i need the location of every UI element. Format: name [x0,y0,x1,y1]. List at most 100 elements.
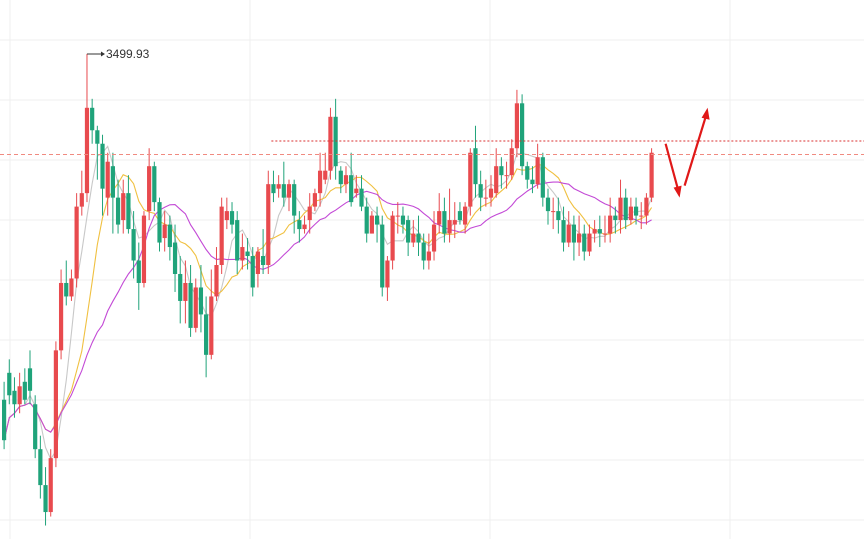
candle-body [628,206,633,221]
candle-body [95,130,100,144]
annotations: 3499.93 [86,47,710,198]
candle-body [354,188,359,194]
candle-body [582,233,587,252]
ma-mid-line [3,163,653,441]
candle-body [141,215,147,283]
candle-body [261,256,266,266]
candle-body [121,193,126,221]
candle-body [100,143,105,189]
candle-body [608,215,613,234]
candle-body [426,251,431,261]
candle-body [618,197,623,221]
candle-body [457,211,463,221]
candle-body [235,220,240,261]
candle-body [587,233,592,252]
candle-body [463,206,468,225]
candle-body [43,485,48,513]
high-price-label: 3499.93 [106,47,150,61]
candle-body [297,220,302,230]
candle-body [2,399,7,441]
projection-down-arrow-line [664,143,680,192]
candle-body [162,224,167,239]
candle-body [281,184,286,198]
candle-body [276,184,281,189]
candle-body [204,314,209,355]
candle-body [359,188,364,207]
candle-body [271,184,276,194]
candle-body [126,193,131,230]
candle-body [400,215,406,225]
candle-body [245,251,250,257]
candle-body [499,166,504,176]
candle-body [250,256,255,288]
candle-body [110,166,115,198]
candle-body [307,206,312,221]
candle-body [219,206,224,266]
candle-body [193,287,198,328]
candle-body [649,152,654,198]
candle-body [27,368,33,391]
candle-body [380,224,385,288]
candle-body [556,211,561,221]
candle-body [623,197,628,221]
moving-average-lines [3,145,653,461]
candle-body [514,103,520,149]
candle-body [530,179,535,185]
candle-body [33,404,38,450]
candle-body [613,215,618,221]
candle-body [385,260,390,288]
candle-body [58,282,64,351]
candle-body [592,229,597,234]
candle-body [317,170,323,194]
candle-body [38,449,43,486]
candle-body [312,193,317,207]
projection-up-arrow-head [701,107,710,120]
candle-body [79,193,84,207]
candle-body [183,282,188,301]
candle-body [209,296,214,355]
candle-body [64,282,69,297]
candle-body [597,229,602,234]
candle-body [240,247,245,261]
candle-body [172,242,178,274]
ma-slow-line [3,181,652,441]
candle-body [525,166,530,180]
candle-body [374,215,380,225]
candle-body [411,233,416,243]
candle-body [157,202,162,243]
candle-body [566,224,571,243]
candle-body [468,152,473,207]
candle-body [229,211,235,225]
candle-body [545,197,551,212]
price-levels [0,140,864,156]
candle-body [22,381,27,400]
candle-body [520,103,525,167]
candle-body [349,175,354,203]
candle-body [131,229,136,261]
candle-body [478,184,483,198]
candle-body [7,372,12,396]
candle-body [224,211,229,221]
candle-body [576,233,582,243]
candle-body [416,233,421,243]
candle-body [255,251,261,274]
candle-body [395,215,400,217]
candlestick-series [2,53,654,526]
candle-body [421,242,426,261]
candle-body [105,161,110,198]
candle-body [369,215,374,234]
candle-body [473,148,478,185]
candle-body [338,170,343,185]
candle-body [644,197,649,216]
candle-body [639,215,644,217]
candle-body [540,157,545,198]
candle-body [571,224,576,243]
candle-body [442,211,447,234]
candle-body [188,282,193,328]
candle-body [602,233,608,235]
candle-body [214,265,219,297]
candle-body [90,107,95,131]
candle-body [509,148,514,176]
